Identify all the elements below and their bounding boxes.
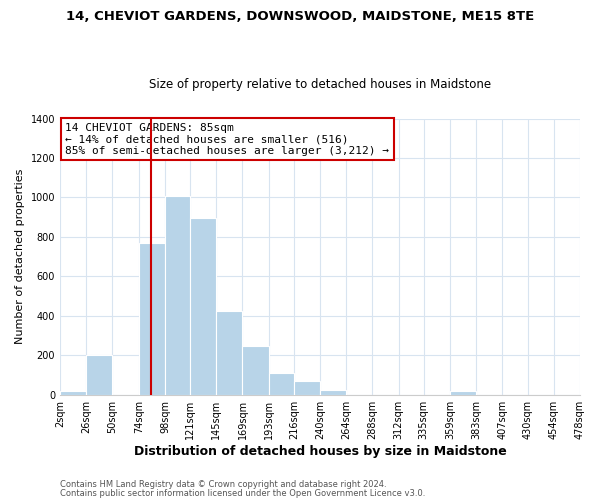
Text: Contains HM Land Registry data © Crown copyright and database right 2024.: Contains HM Land Registry data © Crown c…	[60, 480, 386, 489]
Text: 14, CHEVIOT GARDENS, DOWNSWOOD, MAIDSTONE, ME15 8TE: 14, CHEVIOT GARDENS, DOWNSWOOD, MAIDSTON…	[66, 10, 534, 23]
Bar	[450, 391, 476, 395]
Bar	[60, 391, 86, 395]
Bar	[294, 381, 320, 395]
Text: Contains public sector information licensed under the Open Government Licence v3: Contains public sector information licen…	[60, 488, 425, 498]
Y-axis label: Number of detached properties: Number of detached properties	[15, 169, 25, 344]
Bar	[216, 311, 242, 395]
Bar	[242, 346, 269, 395]
Text: 14 CHEVIOT GARDENS: 85sqm
← 14% of detached houses are smaller (516)
85% of semi: 14 CHEVIOT GARDENS: 85sqm ← 14% of detac…	[65, 122, 389, 156]
X-axis label: Distribution of detached houses by size in Maidstone: Distribution of detached houses by size …	[134, 444, 506, 458]
Bar	[269, 373, 294, 395]
Bar	[190, 218, 216, 395]
Bar	[86, 356, 112, 395]
Bar	[320, 390, 346, 395]
Title: Size of property relative to detached houses in Maidstone: Size of property relative to detached ho…	[149, 78, 491, 91]
Bar	[165, 196, 190, 395]
Bar	[139, 243, 165, 395]
